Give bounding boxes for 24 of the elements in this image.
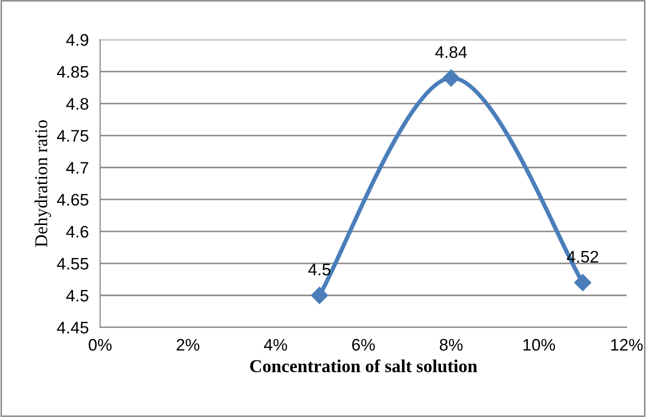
y-tick-label: 4.65	[56, 194, 88, 206]
data-label: 4.84	[435, 46, 467, 58]
data-label: 4.5	[308, 264, 330, 276]
y-axis-title: Dehydration ratio	[34, 120, 52, 247]
x-axis-title: Concentration of salt solution	[250, 359, 478, 372]
point	[442, 69, 460, 87]
y-tick-label: 4.7	[66, 162, 88, 174]
x-tick-label: 10%	[523, 338, 555, 351]
y-tick-label: 4.9	[66, 34, 88, 46]
x-tick-label: 0%	[88, 338, 112, 351]
y-tick-label: 4.85	[56, 66, 88, 78]
x-tick-label: 8%	[440, 338, 463, 351]
point	[574, 274, 592, 292]
y-tick-label: 4.55	[56, 258, 88, 270]
y-tick-label: 4.8	[66, 98, 88, 110]
y-tick-label: 4.45	[56, 322, 88, 334]
x-tick-label: 4%	[264, 338, 288, 351]
y-tick-label: 4.75	[56, 130, 88, 142]
x-tick-label: 6%	[352, 338, 375, 351]
x-tick-label: 2%	[176, 338, 200, 351]
y-tick-label: 4.5	[66, 290, 88, 302]
x-tick-label: 12%	[611, 338, 643, 351]
y-tick-label: 4.6	[66, 226, 88, 238]
point	[310, 286, 328, 304]
